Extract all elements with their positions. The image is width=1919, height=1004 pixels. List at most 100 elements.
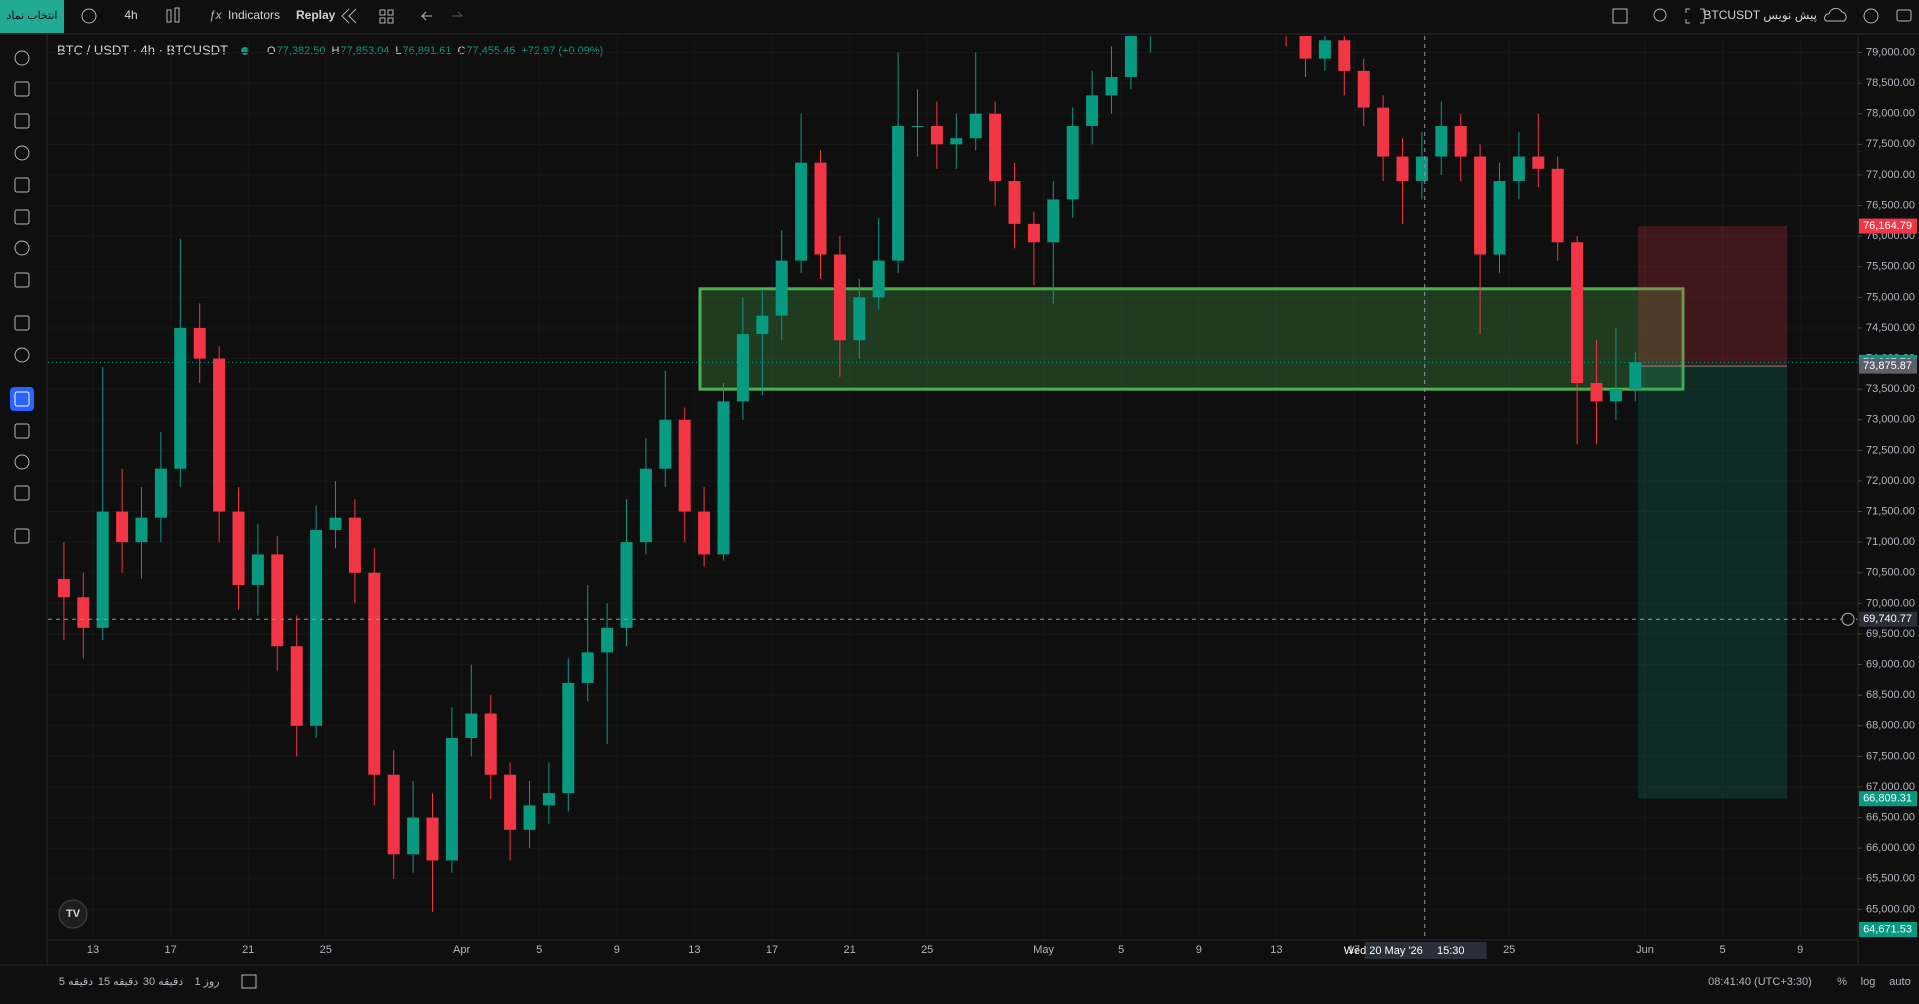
layout-icon[interactable] <box>387 17 394 24</box>
x-tick-label: 21 <box>843 944 855 956</box>
expand-icon[interactable] <box>1685 8 1705 24</box>
x-tick-label: 25 <box>921 944 933 956</box>
candle-body <box>1571 242 1584 384</box>
candle-body <box>1338 40 1351 71</box>
candle-body <box>911 125 924 127</box>
tool-icon[interactable] <box>14 81 30 97</box>
chart-type-icon[interactable] <box>174 7 180 23</box>
legend-key: L <box>395 45 401 57</box>
replay-button[interactable]: Replay <box>296 8 336 22</box>
tool-icon[interactable] <box>14 145 30 161</box>
layout-name[interactable]: BTCUSDT پیش نویس <box>1703 8 1817 22</box>
date-range-icon[interactable] <box>241 974 257 989</box>
tool-icon[interactable] <box>14 272 30 288</box>
candle-body <box>1396 156 1409 182</box>
symbol-button-text[interactable]: انتخاب نماد <box>7 10 58 22</box>
tool-icon[interactable] <box>14 485 30 501</box>
tv-logo-mark[interactable]: TV <box>66 908 81 920</box>
snapshot-icon[interactable] <box>1896 9 1912 22</box>
candle-body <box>1027 223 1040 243</box>
layout-icon[interactable] <box>379 9 386 16</box>
layout-icon[interactable] <box>379 17 386 24</box>
candle-body <box>1435 125 1448 157</box>
y-tick-label: 71,500.00 <box>1866 505 1915 517</box>
candle-body <box>57 578 70 598</box>
indicators-button[interactable]: Indicators <box>228 8 280 22</box>
x-tick-label: 5 <box>1720 944 1726 956</box>
tool-active-bg[interactable] <box>10 387 34 411</box>
stop-price-label-bg <box>1859 218 1917 234</box>
undo-icon[interactable] <box>420 11 432 21</box>
tool-icon[interactable] <box>14 50 30 66</box>
y-tick-label: 69,500.00 <box>1866 628 1915 640</box>
tool-icon[interactable] <box>14 528 30 544</box>
range-button[interactable]: 5 دقیقه <box>59 976 93 988</box>
search-icon[interactable] <box>1653 8 1667 22</box>
fullscreen-icon[interactable] <box>1612 8 1628 24</box>
add-symbol-icon[interactable] <box>81 8 97 24</box>
y-tick-label: 74,500.00 <box>1866 322 1915 334</box>
x-tick-label: 9 <box>1797 944 1803 956</box>
auto-toggle[interactable]: auto <box>1889 976 1910 988</box>
tool-icon[interactable] <box>14 209 30 225</box>
tool-icon[interactable] <box>14 113 30 129</box>
candle-body <box>96 511 109 628</box>
y-tick-label: 77,000.00 <box>1866 169 1915 181</box>
layout-icon[interactable] <box>387 9 394 16</box>
y-tick-label: 67,500.00 <box>1866 750 1915 762</box>
candle-body <box>426 817 439 861</box>
crosshair-price-label: 69,740.77 <box>1863 613 1912 625</box>
indicators-icon[interactable]: ƒx <box>209 8 223 22</box>
candle-body <box>601 627 614 653</box>
tool-icon[interactable] <box>14 240 30 256</box>
y-tick-label: 75,500.00 <box>1866 261 1915 273</box>
target-price-label: 66,809.31 <box>1863 793 1912 805</box>
chart-type-icon[interactable] <box>166 9 172 23</box>
crosshair-time-bg <box>1364 942 1487 959</box>
candle-body <box>814 162 827 255</box>
tool-icon[interactable] <box>14 315 30 331</box>
interval-button[interactable]: 4h <box>124 8 137 22</box>
settings-icon[interactable] <box>1863 8 1879 24</box>
legend-value: 77,853.04 <box>340 45 389 57</box>
tool-icon[interactable] <box>14 454 30 470</box>
candle-body <box>717 401 730 555</box>
symbol-button[interactable] <box>0 0 64 33</box>
candle-body <box>1454 125 1467 157</box>
candle-body <box>1008 181 1021 224</box>
tool-icon[interactable] <box>14 177 30 193</box>
redo-icon[interactable] <box>452 11 464 17</box>
range-button[interactable]: 15 دقیقه <box>98 976 138 988</box>
tool-icon[interactable] <box>14 423 30 439</box>
candle-body <box>969 113 982 139</box>
y-tick-label: 68,500.00 <box>1866 689 1915 701</box>
candle-body <box>620 542 633 628</box>
y-tick-label: 72,000.00 <box>1866 475 1915 487</box>
range-button[interactable]: 30 دقیقه <box>143 976 183 988</box>
x-tick-label: 21 <box>242 944 254 956</box>
crosshair-plus[interactable] <box>1841 612 1855 626</box>
tool-icon[interactable] <box>14 391 30 407</box>
candle-body <box>504 774 517 830</box>
stop-price-label: 76,164.79 <box>1863 220 1912 232</box>
percent-toggle[interactable]: % <box>1837 976 1847 988</box>
legend-key: O <box>267 45 276 57</box>
candle-body <box>678 419 691 512</box>
tool-icon[interactable] <box>14 347 30 363</box>
log-toggle[interactable]: log <box>1861 976 1876 988</box>
candle-body <box>542 793 555 806</box>
y-tick-label: 72,500.00 <box>1866 444 1915 456</box>
candle-body <box>562 682 575 794</box>
candle-body <box>465 713 478 739</box>
range-button[interactable]: 1 روز <box>194 976 219 988</box>
replay-icon[interactable] <box>341 8 357 24</box>
x-tick-label: 9 <box>614 944 620 956</box>
y-tick-label: 78,500.00 <box>1866 77 1915 89</box>
tv-logo[interactable] <box>58 899 88 929</box>
cloud-icon[interactable] <box>1824 7 1847 22</box>
candle-body <box>1124 36 1137 78</box>
crosshair-price-label-bg <box>1859 611 1917 627</box>
low-price-label-bg <box>1859 922 1917 938</box>
entry-price-label: 73,875.87 <box>1863 360 1912 372</box>
